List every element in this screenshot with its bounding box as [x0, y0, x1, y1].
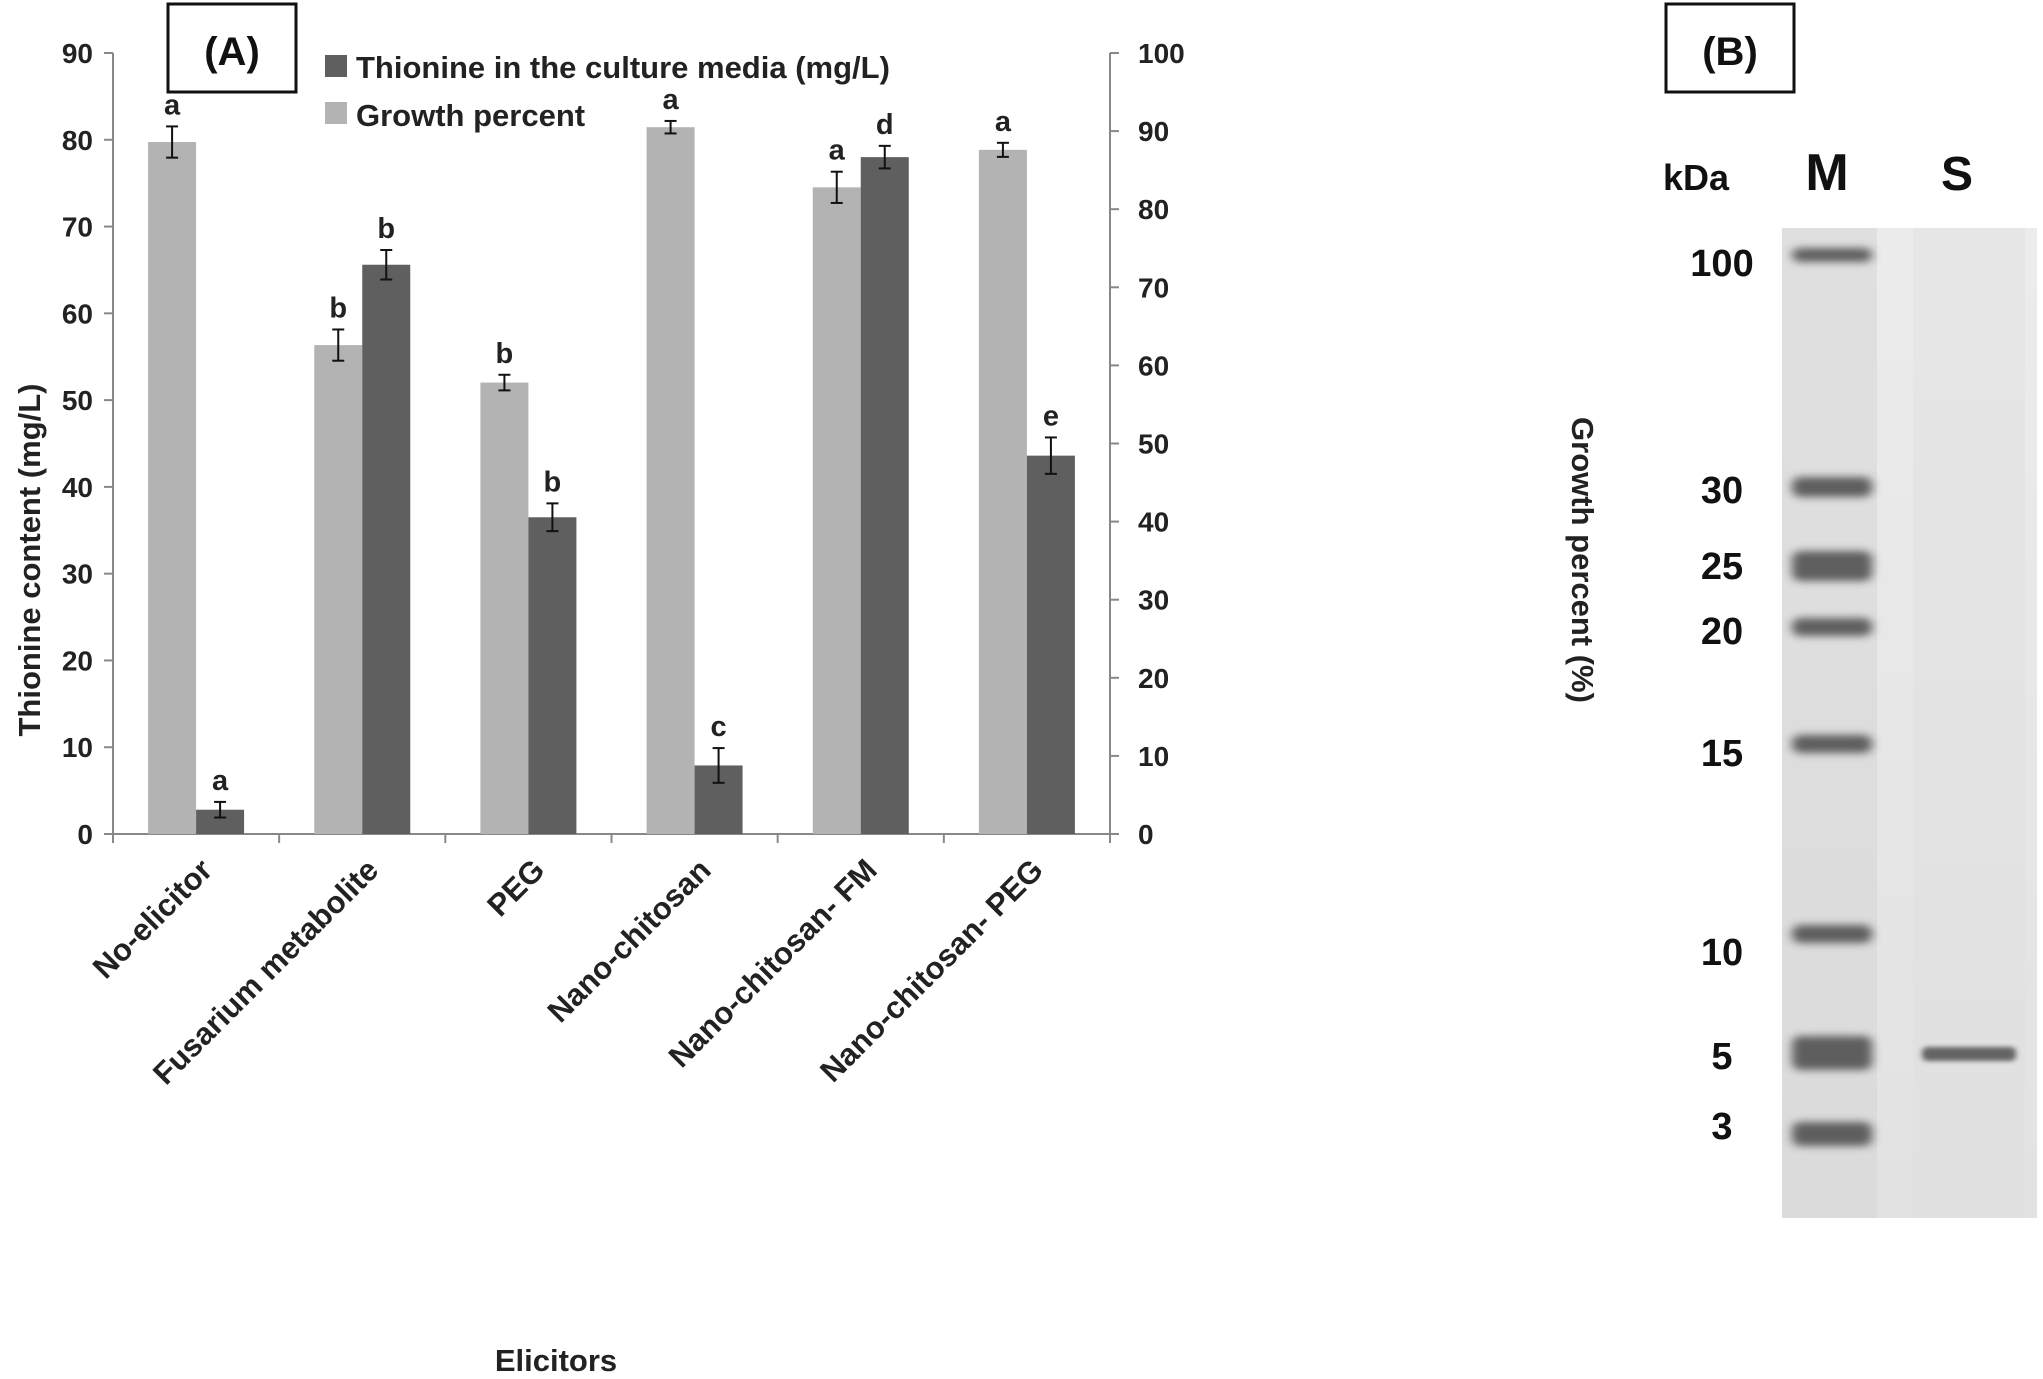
ladder-size-label: 100	[1690, 243, 1753, 285]
y-tick-label-left: 0	[77, 819, 93, 850]
bar-thionine	[1026, 455, 1075, 834]
significance-letter: b	[544, 466, 562, 498]
y-tick-label-right: 40	[1138, 507, 1169, 538]
legend-label-thionine: Thionine in the culture media (mg/L)	[356, 50, 890, 85]
y-tick-label-right: 90	[1138, 116, 1169, 147]
ladder-band	[1792, 735, 1872, 753]
bar-growth-percent	[480, 382, 529, 834]
x-category-label: No-elicitor	[86, 852, 219, 985]
significance-letter: d	[876, 109, 894, 141]
y-tick-label-left: 10	[62, 732, 93, 763]
y-tick-label-right: 10	[1138, 741, 1169, 772]
significance-letter: c	[711, 711, 727, 743]
ladder-size-label: 20	[1701, 611, 1743, 653]
significance-letter: e	[1043, 400, 1059, 432]
x-category-label: PEG	[480, 852, 551, 923]
y-tick-label-left: 50	[62, 385, 93, 416]
y-tick-label-right: 100	[1138, 38, 1185, 69]
ladder-size-label: 10	[1701, 932, 1743, 974]
ladder-band	[1792, 477, 1872, 497]
y-tick-label-right: 70	[1138, 272, 1169, 303]
significance-letter: a	[995, 106, 1012, 138]
chart-axes: 0 10 20 30 40 50 60 70 80 90 0 10 20 30 40 50 60 70 80 90 10…	[62, 38, 1185, 850]
legend: Thionine in the culture media (mg/L) Gro…	[325, 50, 890, 133]
gel-bands	[1792, 248, 2016, 1146]
y-tick-label-left: 40	[62, 472, 93, 503]
significance-letter: b	[329, 292, 347, 324]
significance-letter: b	[496, 338, 514, 370]
ladder-band	[1792, 925, 1872, 943]
x-category-label: Nano-chitosan	[541, 852, 718, 1029]
ladder-band	[1792, 1036, 1872, 1070]
y-tick-label-right: 80	[1138, 194, 1169, 225]
gel-size-labels: 100 30 25 20 15 10 5 3	[1690, 243, 1753, 1148]
y-tick-label-left: 90	[62, 38, 93, 69]
ladder-band	[1792, 1122, 1872, 1146]
gel-unit-label: kDa	[1663, 157, 1730, 198]
legend-label-growth: Growth percent	[356, 98, 585, 133]
gel-lane-marker-label: M	[1805, 144, 1848, 202]
gel-panel: kDa M S 100 30 25 20 15 10 5 3	[1663, 144, 2037, 1218]
panel-a-label: (A)	[204, 30, 260, 74]
bar-growth-percent	[646, 127, 695, 834]
bar-thionine	[860, 157, 909, 835]
ladder-size-label: 25	[1701, 546, 1743, 588]
significance-letter: a	[212, 765, 229, 797]
significance-letter: a	[663, 84, 680, 116]
y-tick-label-right: 0	[1138, 819, 1154, 850]
ladder-size-label: 3	[1711, 1106, 1732, 1148]
bar-growth-percent	[314, 345, 363, 834]
ladder-band	[1792, 618, 1872, 636]
y-tick-label-right: 30	[1138, 585, 1169, 616]
y-axis-right-title: Growth percent (%)	[1565, 417, 1600, 703]
panel-b-label: (B)	[1702, 30, 1758, 74]
y-tick-label-left: 60	[62, 298, 93, 329]
ladder-size-label: 30	[1701, 470, 1743, 512]
ladder-band	[1792, 248, 1872, 262]
ladder-size-label: 15	[1701, 733, 1743, 775]
x-axis-title: Elicitors	[495, 1343, 617, 1378]
significance-letter: a	[164, 89, 181, 121]
bar-growth-percent	[148, 142, 197, 834]
bar-growth-percent	[812, 187, 861, 834]
panel-a-label-box	[166, 2, 298, 94]
panel-b-label-box	[1664, 2, 1796, 94]
legend-swatch-thionine	[325, 55, 347, 77]
gel-sample-lane	[1913, 228, 2025, 1218]
bar-growth-percent	[978, 149, 1027, 834]
y-tick-label-right: 20	[1138, 663, 1169, 694]
gel-lane-sample-label: S	[1941, 148, 1973, 201]
ladder-band	[1792, 551, 1872, 581]
significance-letter: b	[377, 213, 395, 245]
bar-thionine	[362, 264, 411, 834]
y-tick-label-right: 60	[1138, 350, 1169, 381]
y-tick-label-left: 70	[62, 212, 93, 243]
y-tick-label-right: 50	[1138, 429, 1169, 460]
y-axis-title: Thionine content (mg/L)	[12, 383, 47, 736]
y-tick-label-left: 80	[62, 125, 93, 156]
y-tick-label-left: 30	[62, 559, 93, 590]
legend-swatch-growth	[325, 102, 347, 124]
ladder-size-label: 5	[1711, 1036, 1732, 1078]
chart-bars	[148, 119, 1075, 835]
y-tick-label-left: 20	[62, 645, 93, 676]
significance-letter: a	[829, 135, 846, 167]
sample-band	[1922, 1047, 2016, 1061]
bar-thionine	[528, 517, 577, 834]
